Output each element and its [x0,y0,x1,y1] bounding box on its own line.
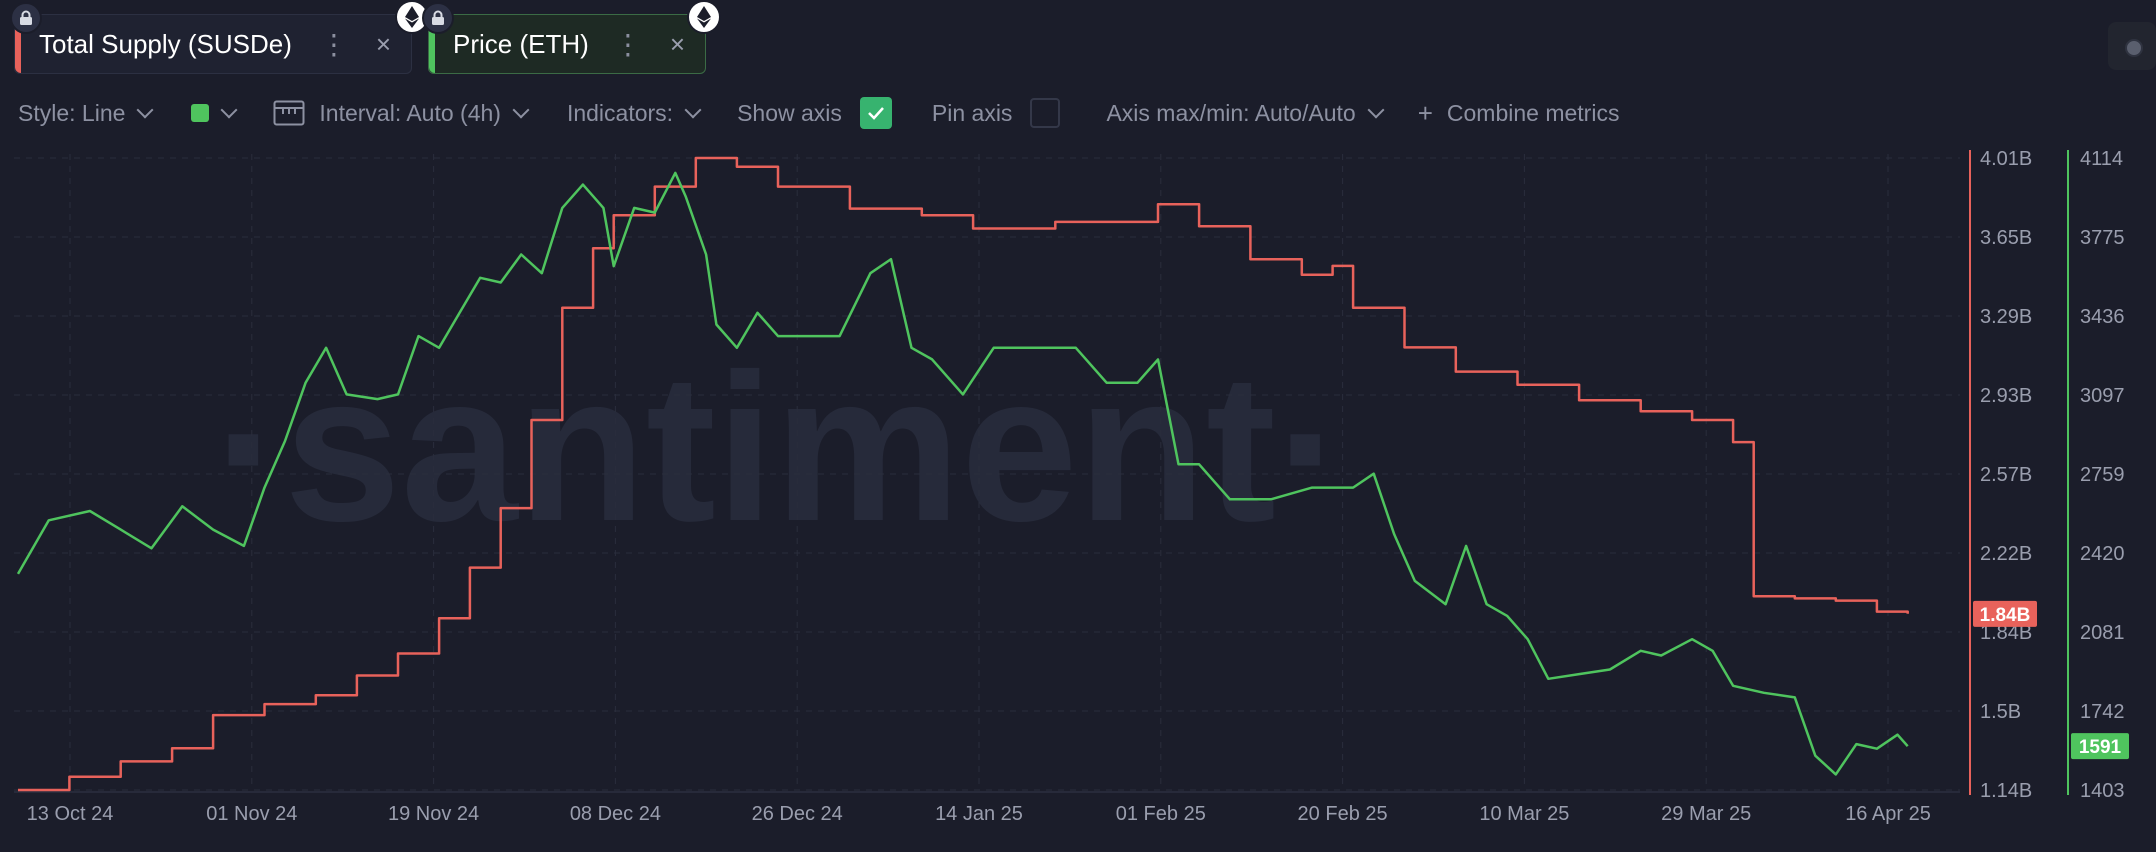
more-options-icon[interactable]: ⋮ [319,28,348,60]
metric-color-bar [429,15,435,73]
series-line-total-supply [18,156,1909,792]
y-right-tick-label: 2081 [2080,622,2125,644]
x-tick-label: 01 Nov 24 [206,803,297,825]
close-icon[interactable]: × [375,28,391,59]
y-left-tick-label: 2.93B [1980,385,2032,407]
x-tick-label: 08 Dec 24 [570,803,661,825]
settings-toggle[interactable] [2108,22,2156,70]
y-left-tick-label: 3.29B [1980,306,2032,328]
style-dropdown[interactable]: Style: Line [18,99,154,127]
show-axis-checkbox[interactable] [859,97,892,129]
metric-chip-price[interactable]: Price (ETH) ⋮ × [428,14,706,74]
pin-axis-checkbox[interactable] [1030,98,1061,128]
more-options-icon[interactable]: ⋮ [613,28,642,60]
combine-metrics-button[interactable]: + Combine metrics [1418,98,1620,129]
y-left-tick-label: 2.57B [1980,464,2032,486]
indicators-label: Indicators: [566,99,674,126]
y-right-tick-label: 3097 [2080,385,2125,407]
y-left-tick-label: 4.01B [1980,148,2032,170]
x-tick-label: 16 Apr 25 [1845,803,1931,825]
series-line-price [16,171,1909,776]
metric-label: Price (ETH) [453,28,589,59]
axis-minmax-dropdown[interactable]: Axis max/min: Auto/Auto [1106,99,1385,127]
x-tick-label: 14 Jan 25 [935,803,1023,825]
x-tick-label: 19 Nov 24 [388,803,479,825]
santiment-watermark: ·santiment· [214,330,1346,565]
y-left-tick-label: 1.5B [1980,701,2021,723]
checkmark-icon [868,107,884,120]
show-axis-toggle[interactable]: Show axis [737,97,892,129]
metric-chip-total-supply[interactable]: Total Supply (SUSDe) ⋮ × [14,14,412,74]
last-value-label: 1.84B [1980,605,2031,626]
x-tick-label: 13 Oct 24 [27,803,114,825]
y-right-tick-label: 1742 [2080,701,2125,723]
style-label: Style: Line [18,99,126,126]
lock-icon [10,2,42,34]
last-value-badge [1973,600,2037,627]
last-value-badge [2071,733,2129,760]
pin-axis-label: Pin axis [931,99,1013,126]
y-right-tick-label: 2420 [2080,543,2125,565]
color-dropdown[interactable] [191,101,238,122]
y-left-tick-label: 2.22B [1980,543,2032,565]
grid [14,154,1960,793]
metric-color-bar [15,15,21,73]
color-swatch [191,104,210,122]
indicators-dropdown[interactable]: Indicators: [566,99,702,127]
y-left-tick-label: 1.84B [1980,622,2032,644]
y-right-tick-label: 4114 [2080,148,2123,170]
ethereum-icon [687,0,721,34]
y-right-tick-label: 1403 [2080,780,2125,802]
show-axis-label: Show axis [737,99,842,126]
x-tick-label: 29 Mar 25 [1661,803,1751,825]
axis-minmax-label: Axis max/min: Auto/Auto [1106,99,1356,126]
x-tick-label: 26 Dec 24 [752,803,843,825]
x-tick-label: 20 Feb 25 [1298,803,1388,825]
y-axis-right: 4114 3775 3436 3097 2759 2420 2081 1742 1403 [2067,148,2125,802]
y-right-tick-label: 3775 [2080,227,2125,249]
status-dot-icon [2125,39,2143,57]
y-right-tick-label: 3436 [2080,306,2125,328]
y-left-tick-label: 3.65B [1980,227,2032,249]
calendar-icon [273,100,305,126]
pin-axis-toggle[interactable]: Pin axis [932,98,1061,128]
interval-label: Interval: Auto (4h) [319,99,501,126]
y-right-tick-label: 2759 [2080,464,2125,486]
chart-toolbar: Style: Line Interval: Auto (4h) Indicato… [18,96,1619,130]
combine-metrics-label: Combine metrics [1446,99,1620,126]
last-value-labels: 1.84B 1591 [1973,600,2129,760]
x-tick-label: 01 Feb 25 [1116,803,1206,825]
y-left-tick-label: 1.14B [1980,780,2032,802]
x-axis: 13 Oct 24 01 Nov 24 19 Nov 24 08 Dec 24 26 D… [27,803,1931,825]
plus-icon: + [1417,97,1433,128]
metric-label: Total Supply (SUSDe) [39,28,292,59]
close-icon[interactable]: × [669,28,685,59]
lock-icon [422,2,454,34]
last-value-label: 1591 [2079,737,2122,758]
series-group [16,156,1909,792]
x-tick-label: 10 Mar 25 [1479,803,1569,825]
y-axis-left: 4.01B 3.65B 3.29B 2.93B 2.57B 2.22B 1.84B 1.5B 1… [1969,148,2032,802]
interval-dropdown[interactable]: Interval: Auto (4h) [273,99,530,127]
